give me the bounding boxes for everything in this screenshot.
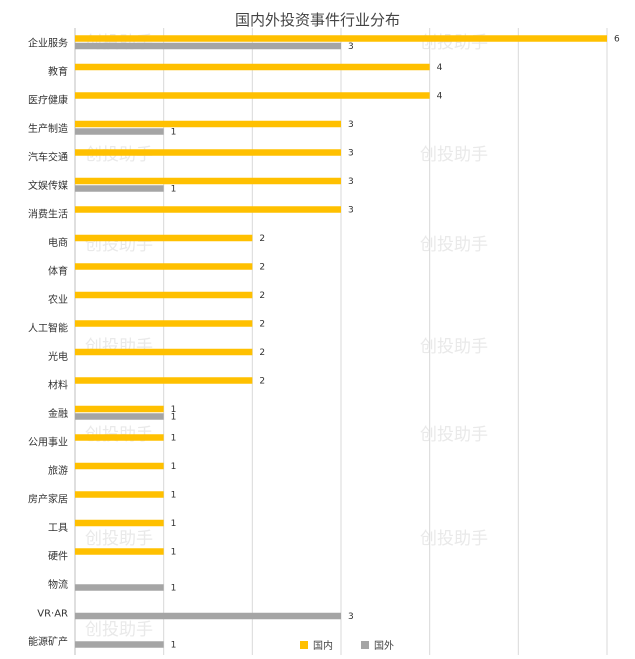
bar-domestic bbox=[75, 348, 253, 356]
bar-domestic bbox=[75, 320, 253, 327]
category-label: 生产制造 bbox=[28, 122, 68, 135]
category-label: 企业服务 bbox=[28, 36, 68, 49]
bar-domestic bbox=[75, 149, 341, 156]
watermark-text: 创投助手 bbox=[420, 235, 488, 255]
bar-domestic bbox=[75, 548, 164, 555]
category-label: 硬件 bbox=[48, 550, 68, 562]
chart-title: 国内外投资事件行业分布 bbox=[234, 11, 400, 29]
bar-foreign bbox=[75, 185, 164, 192]
category-label: 医疗健康 bbox=[28, 93, 68, 106]
category-label: 消费生活 bbox=[28, 207, 68, 220]
bar-domestic bbox=[75, 63, 430, 71]
data-label: 1 bbox=[171, 127, 177, 137]
data-label: 2 bbox=[259, 348, 265, 358]
bar-domestic bbox=[75, 177, 341, 185]
data-label: 3 bbox=[348, 148, 354, 158]
bar-foreign bbox=[75, 584, 164, 591]
legend-label-domestic: 国内 bbox=[313, 641, 333, 652]
legend: 国内 国外 bbox=[300, 637, 394, 652]
data-label: 1 bbox=[171, 412, 177, 422]
category-label: 能源矿产 bbox=[28, 635, 68, 648]
category-label: 房产家居 bbox=[28, 492, 68, 505]
bar-foreign bbox=[75, 413, 164, 420]
data-label: 2 bbox=[259, 234, 265, 244]
category-label: 文娱传媒 bbox=[28, 179, 68, 192]
bar-domestic bbox=[75, 263, 253, 270]
data-label: 1 bbox=[171, 462, 177, 472]
legend-swatch-foreign bbox=[361, 640, 369, 649]
legend-swatch-domestic bbox=[300, 640, 308, 649]
data-label: 1 bbox=[171, 519, 177, 529]
category-label: 体育 bbox=[48, 264, 68, 277]
data-label: 3 bbox=[348, 205, 354, 215]
data-label: 6 bbox=[614, 34, 620, 44]
bar-domestic bbox=[75, 206, 341, 213]
bar-foreign bbox=[75, 641, 164, 648]
bar-domestic bbox=[75, 519, 164, 527]
data-label: 2 bbox=[259, 376, 265, 386]
data-label: 3 bbox=[348, 42, 354, 52]
category-label: 公用事业 bbox=[28, 435, 68, 448]
data-label: 2 bbox=[259, 291, 265, 301]
category-label: 农业 bbox=[48, 293, 68, 306]
category-label: 汽车交通 bbox=[28, 150, 68, 163]
category-label: 人工智能 bbox=[28, 321, 68, 334]
data-label: 1 bbox=[171, 547, 177, 557]
bar-domestic bbox=[75, 120, 341, 128]
data-label: 1 bbox=[171, 583, 177, 593]
bar-domestic bbox=[75, 491, 164, 498]
category-label: 光电 bbox=[48, 350, 68, 363]
watermark-text: 创投助手 bbox=[420, 145, 488, 165]
legend-item-foreign: 国外 bbox=[361, 637, 394, 652]
legend-item-domestic: 国内 bbox=[300, 637, 333, 652]
watermark-text: 创投助手 bbox=[85, 529, 153, 549]
category-label: 材料 bbox=[48, 378, 68, 391]
category-label: 电商 bbox=[48, 236, 68, 249]
watermark-text: 创投助手 bbox=[420, 425, 488, 445]
bar-domestic bbox=[75, 234, 253, 242]
bar-foreign bbox=[75, 612, 341, 620]
bar-domestic bbox=[75, 377, 253, 384]
bar-domestic bbox=[75, 92, 430, 99]
category-label: 金融 bbox=[48, 407, 68, 420]
watermark-text: 创投助手 bbox=[85, 620, 153, 640]
legend-label-foreign: 国外 bbox=[374, 641, 394, 652]
data-label: 3 bbox=[348, 120, 354, 130]
category-label: 旅游 bbox=[48, 464, 68, 477]
category-label: VR·AR bbox=[37, 608, 68, 619]
bar-domestic bbox=[75, 35, 607, 42]
data-label: 1 bbox=[171, 433, 177, 443]
data-label: 3 bbox=[348, 177, 354, 187]
category-label: 工具 bbox=[48, 522, 68, 534]
data-label: 1 bbox=[171, 184, 177, 194]
category-label: 物流 bbox=[48, 578, 68, 591]
bar-domestic bbox=[75, 291, 253, 299]
bar-domestic bbox=[75, 405, 164, 413]
bar-domestic bbox=[75, 462, 164, 470]
bar-domestic bbox=[75, 434, 164, 441]
data-label: 3 bbox=[348, 612, 354, 622]
data-label: 1 bbox=[171, 640, 177, 650]
data-label: 2 bbox=[259, 319, 265, 329]
data-label: 1 bbox=[171, 405, 177, 415]
watermark-text: 创投助手 bbox=[420, 529, 488, 549]
data-label: 2 bbox=[259, 262, 265, 272]
category-label: 教育 bbox=[48, 65, 68, 78]
watermark-text: 创投助手 bbox=[420, 337, 488, 357]
data-label: 4 bbox=[437, 91, 443, 101]
data-label: 4 bbox=[437, 63, 443, 73]
bar-foreign bbox=[75, 128, 164, 135]
data-label: 1 bbox=[171, 490, 177, 500]
bar-foreign bbox=[75, 42, 341, 50]
